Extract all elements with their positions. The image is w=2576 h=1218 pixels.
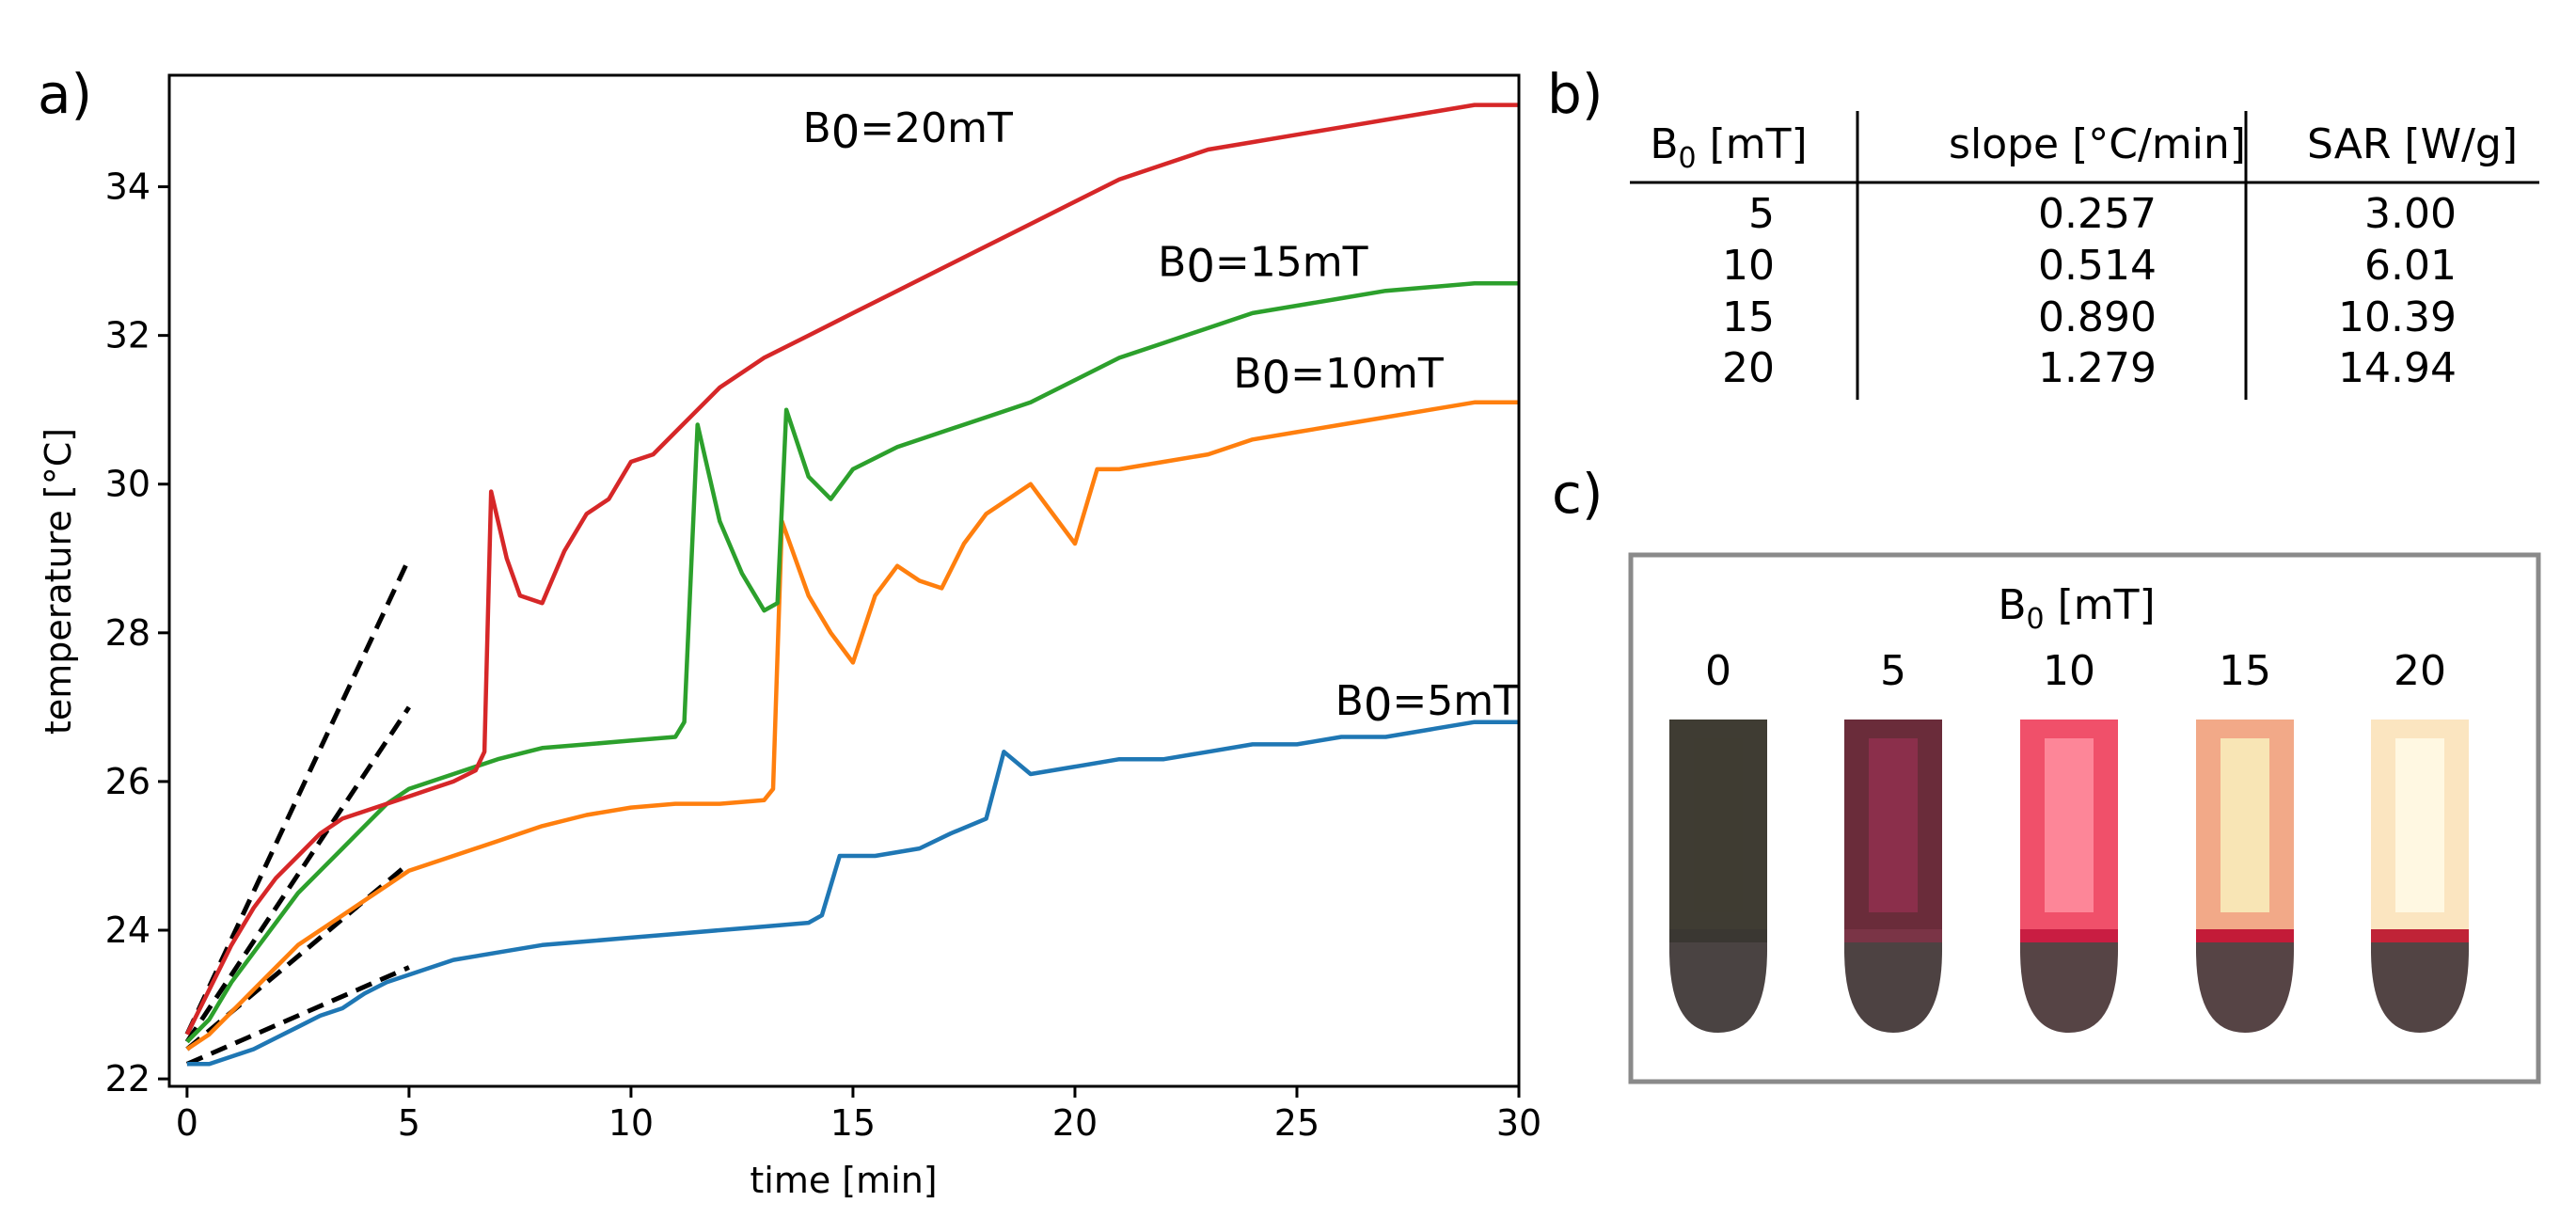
tube-4 — [2371, 720, 2469, 1033]
y-tick-label: 26 — [105, 761, 150, 802]
tube-meniscus — [1669, 929, 1767, 942]
tube-label: 15 — [2219, 647, 2271, 695]
y-tick-label: 34 — [105, 166, 150, 208]
tube-meniscus — [1844, 929, 1942, 942]
tube-0 — [1669, 720, 1767, 1033]
series-line-2 — [185, 281, 1519, 1044]
plot-frame — [167, 73, 1521, 1088]
fit-15mT-line — [184, 705, 411, 1043]
x-tick-label: 15 — [830, 1102, 876, 1144]
table-cell-sar: 14.94 — [2338, 344, 2457, 392]
table-cell-slope: 1.279 — [2038, 344, 2157, 392]
table-cell-b0: 15 — [1722, 293, 1775, 341]
tube-label: 20 — [2394, 647, 2446, 695]
tube-label: 5 — [1880, 647, 1906, 695]
y-tick-label: 32 — [105, 315, 150, 356]
series-line-1 — [185, 400, 1519, 1052]
panel-label-c: c) — [1552, 462, 1604, 526]
table-cell-b0: 20 — [1722, 344, 1775, 392]
series-label-1: B0=10mT — [1233, 350, 1443, 404]
table-row: 10 0.514 6.01 — [1722, 242, 2457, 290]
series-line-0 — [186, 720, 1519, 1067]
series-lines — [184, 103, 1519, 1067]
x-tick-label: 25 — [1274, 1102, 1320, 1144]
panel-label-b: b) — [1547, 62, 1603, 126]
y-tick-label: 28 — [105, 612, 150, 654]
panel-label-a: a) — [38, 62, 92, 126]
table-cell-sar: 3.00 — [2364, 190, 2457, 238]
tube-2 — [2020, 720, 2118, 1033]
tube-glow — [2220, 738, 2269, 912]
table-header-slope: slope [°C/min] — [1949, 120, 2246, 168]
x-tick-label: 5 — [398, 1102, 420, 1144]
x-axis-label: time [min] — [750, 1160, 937, 1201]
tube-photo: B0 [mT] 0 5 10 15 20 — [1628, 552, 2541, 1084]
y-tick-label: 22 — [105, 1058, 150, 1099]
tube-meniscus — [2196, 929, 2294, 942]
tube-label: 10 — [2043, 647, 2095, 695]
table-cell-sar: 10.39 — [2338, 293, 2457, 341]
photo-title: B0 [mT] — [1998, 581, 2155, 636]
table-cell-slope: 0.514 — [2038, 242, 2157, 290]
tube-3 — [2196, 720, 2294, 1033]
tube-glow — [1694, 738, 1743, 912]
y-axis-ticks: 22 24 26 28 30 32 34 — [105, 166, 169, 1099]
table-cell-sar: 6.01 — [2364, 242, 2457, 290]
series-label-0: B0=5mT — [1335, 677, 1519, 732]
tube-meniscus — [2020, 929, 2118, 942]
y-tick-label: 24 — [105, 910, 150, 951]
temperature-chart: 0 5 10 15 20 25 30 22 24 26 28 30 32 34 B0=5mT B0=10m… — [38, 73, 1541, 1201]
y-axis-label: temperature [°C] — [38, 428, 79, 735]
fit-20mT-line — [184, 557, 412, 1036]
x-tick-label: 10 — [608, 1102, 654, 1144]
series-label-2: B0=15mT — [1158, 238, 1367, 293]
y-tick-label: 30 — [105, 464, 150, 505]
fit-5mT-line — [185, 965, 410, 1067]
table-cell-slope: 0.890 — [2038, 293, 2157, 341]
sar-table: B0 [mT] slope [°C/min] SAR [W/g] 5 0.257… — [1630, 111, 2539, 400]
table-cell-b0: 10 — [1722, 242, 1775, 290]
x-tick-label: 0 — [176, 1102, 198, 1144]
tube-glow — [2395, 738, 2444, 912]
x-tick-label: 20 — [1052, 1102, 1098, 1144]
tube-label: 0 — [1705, 647, 1731, 695]
table-row: 15 0.890 10.39 — [1722, 293, 2457, 341]
table-row: 20 1.279 14.94 — [1722, 344, 2457, 392]
x-tick-label: 30 — [1496, 1102, 1541, 1144]
table-row: 5 0.257 3.00 — [1748, 190, 2457, 238]
tube-glow — [2045, 738, 2094, 912]
table-header-sar: SAR [W/g] — [2307, 120, 2518, 168]
series-line-3 — [184, 103, 1519, 1036]
series-label-3: B0=20mT — [803, 104, 1013, 159]
table-cell-slope: 0.257 — [2038, 190, 2157, 238]
tube-1 — [1844, 720, 1942, 1033]
tubes: 0 5 10 15 20 — [1669, 647, 2469, 1033]
table-cell-b0: 5 — [1748, 190, 1775, 238]
table-header-b0: B0 [mT] — [1650, 120, 1807, 175]
tube-glow — [1869, 738, 1918, 912]
x-axis-ticks: 0 5 10 15 20 25 30 — [176, 1086, 1541, 1144]
tube-meniscus — [2371, 929, 2469, 942]
series-labels: B0=5mT B0=10mT B0=15mT B0=20mT — [803, 104, 1520, 732]
